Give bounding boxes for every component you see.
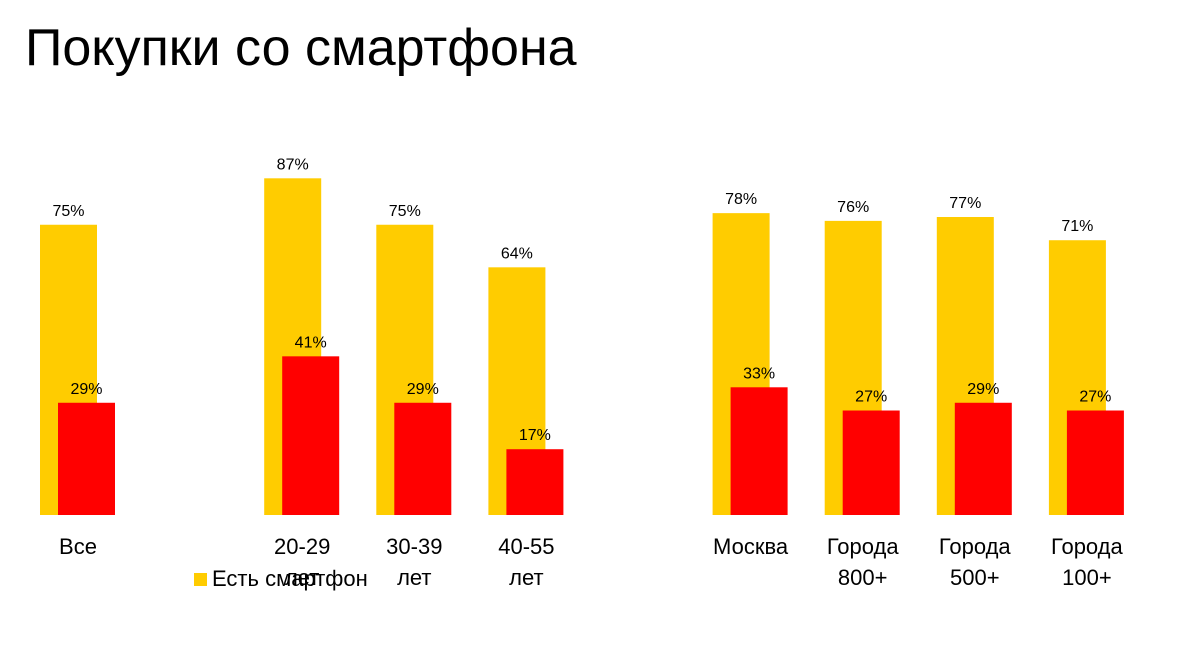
legend-swatch bbox=[194, 572, 207, 586]
data-label: 33% bbox=[743, 365, 775, 382]
bar bbox=[842, 410, 900, 515]
data-label: 29% bbox=[407, 381, 439, 398]
bar bbox=[954, 402, 1012, 515]
data-label: 41% bbox=[295, 334, 327, 351]
data-label: 75% bbox=[389, 203, 421, 220]
x-tick-label: Москва bbox=[713, 534, 789, 559]
x-tick-label: Города 100+ bbox=[1051, 534, 1123, 590]
data-label: 75% bbox=[52, 203, 84, 220]
bar bbox=[394, 402, 452, 515]
data-label: 27% bbox=[855, 389, 887, 406]
legend: Есть смартфон bbox=[194, 566, 368, 592]
x-tick-label: Города 500+ bbox=[938, 534, 1011, 590]
data-label: 76% bbox=[837, 199, 869, 216]
bar bbox=[730, 387, 788, 515]
bar bbox=[506, 449, 564, 515]
bar bbox=[282, 356, 340, 515]
bar bbox=[58, 402, 115, 515]
x-tick-label: 20-29 лет bbox=[274, 534, 331, 590]
data-label: 17% bbox=[519, 427, 551, 444]
data-label: 64% bbox=[501, 245, 533, 262]
bar bbox=[1066, 410, 1124, 515]
x-tick-label: Города 800+ bbox=[826, 534, 899, 590]
x-tick-label: 40-55 лет bbox=[498, 534, 555, 590]
data-label: 27% bbox=[1079, 389, 1111, 406]
data-label: 29% bbox=[967, 381, 999, 398]
data-label: 78% bbox=[725, 191, 757, 208]
data-label: 77% bbox=[949, 195, 981, 212]
x-tick-label: 30-39 лет bbox=[386, 534, 443, 590]
data-label: 71% bbox=[1061, 218, 1093, 235]
data-label: 87% bbox=[277, 156, 309, 173]
data-label: 29% bbox=[70, 381, 102, 398]
chart-title: Покупки со смартфона bbox=[25, 19, 577, 77]
legend-label: Есть смартфон bbox=[212, 566, 368, 591]
x-tick-label: Все bbox=[59, 534, 97, 559]
